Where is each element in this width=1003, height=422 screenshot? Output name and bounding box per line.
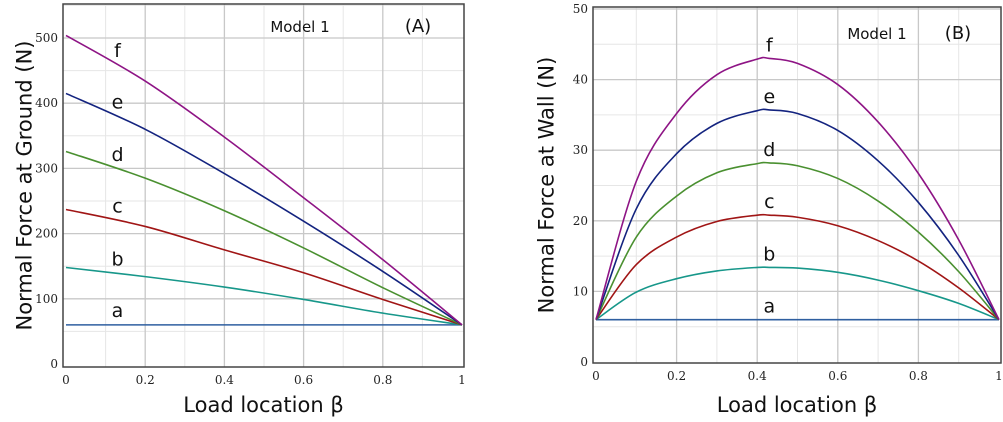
x-tick-label: 0.8 <box>909 369 928 383</box>
series-label-e: e <box>763 86 775 108</box>
panel-label: (B) <box>945 23 971 44</box>
x-axis-title: Load location β <box>717 393 877 417</box>
series-line-e <box>65 92 463 326</box>
series-line-d <box>595 161 1000 321</box>
y-tick-label: 50 <box>573 2 588 16</box>
x-tick-label: 0.2 <box>667 369 686 383</box>
x-tick-label: 0.6 <box>294 373 313 387</box>
y-axis-title: Normal Force at Ground (N) <box>12 41 36 331</box>
series-label-f: f <box>114 40 122 62</box>
series-label-c: c <box>764 191 774 213</box>
series-label-d: d <box>111 144 123 166</box>
x-axis-title: Load location β <box>183 393 343 417</box>
y-tick-label: 20 <box>573 214 588 228</box>
x-tick-label: 0.4 <box>215 373 234 387</box>
chart-panel-a: 0 0.2 0.4 0.6 0.8 1 0 100 200 300 400 500 a b c d e f Mode… <box>12 3 466 417</box>
y-tick-label: 40 <box>573 73 588 87</box>
series-line-f <box>65 34 463 326</box>
y-tick-label: 0 <box>580 355 588 369</box>
y-tick-label: 200 <box>35 227 58 241</box>
series-label-a: a <box>112 300 124 322</box>
panel-label: (A) <box>405 16 431 37</box>
y-tick-label: 10 <box>573 284 588 298</box>
model-annotation: Model 1 <box>847 25 906 43</box>
y-tick-label: 100 <box>35 292 58 306</box>
plot-frame <box>592 6 1002 364</box>
x-tick-label: 0 <box>62 373 70 387</box>
y-axis-title: Normal Force at Wall (N) <box>534 57 558 314</box>
series-label-b: b <box>763 243 775 265</box>
series-line-f <box>595 56 1000 321</box>
x-tick-label: 1 <box>995 369 1003 383</box>
series-line-e <box>595 108 1000 321</box>
x-tick-label: 1 <box>458 373 466 387</box>
series-label-a: a <box>763 296 775 318</box>
series-label-c: c <box>112 195 122 217</box>
series-label-b: b <box>111 248 123 270</box>
x-tick-label: 0.2 <box>136 373 155 387</box>
y-tick-label: 0 <box>50 357 58 371</box>
series-label-f: f <box>766 34 774 56</box>
y-tick-label: 30 <box>573 143 588 157</box>
series-label-d: d <box>763 139 775 161</box>
y-tick-label: 300 <box>35 161 58 175</box>
x-tick-label: 0.4 <box>748 369 767 383</box>
series-label-e: e <box>112 92 124 114</box>
x-tick-label: 0.6 <box>828 369 847 383</box>
x-tick-label: 0 <box>592 369 600 383</box>
series-line-c <box>65 208 463 326</box>
series-line-b <box>595 266 1000 321</box>
y-tick-label: 400 <box>35 96 58 110</box>
series-line-c <box>595 213 1000 321</box>
x-tick-label: 0.8 <box>373 373 392 387</box>
series-line-b <box>65 266 463 326</box>
plot-frame <box>62 3 465 368</box>
series-line-d <box>65 150 463 326</box>
y-tick-label: 500 <box>35 31 58 45</box>
model-annotation: Model 1 <box>270 18 329 36</box>
